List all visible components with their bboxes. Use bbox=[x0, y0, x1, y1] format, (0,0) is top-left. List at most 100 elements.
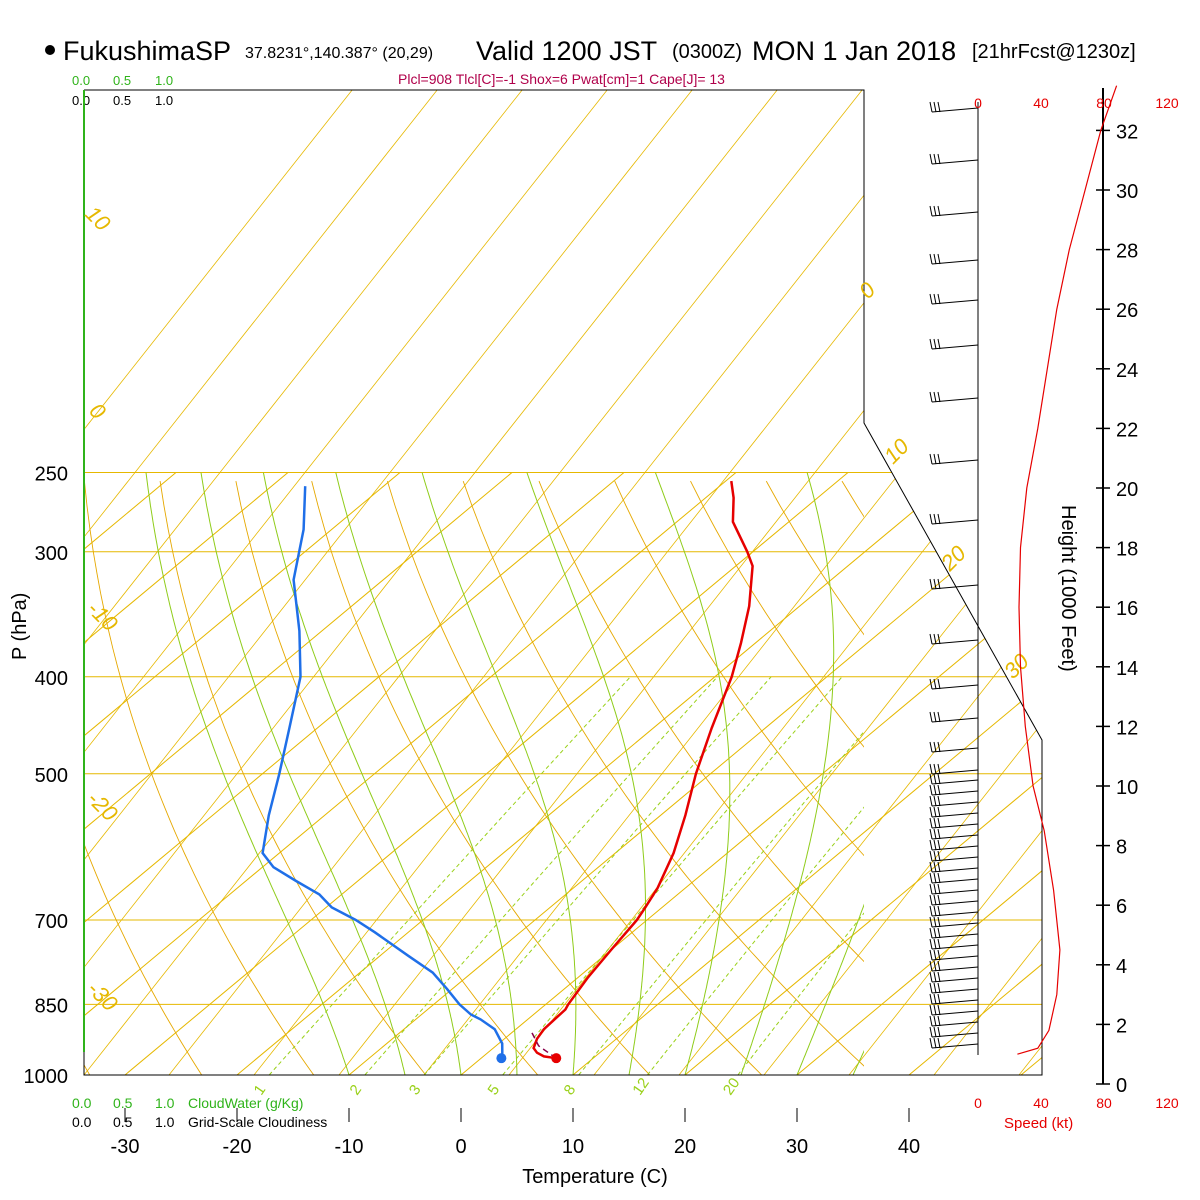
forecast-info: [21hrFcst@1230z] bbox=[972, 41, 1136, 63]
wind-barb-flag bbox=[929, 741, 933, 753]
pressure-tick-label: 250 bbox=[35, 464, 68, 486]
cloudwater-tick-1: 0.5 bbox=[113, 1095, 133, 1111]
mixing-ratio-line bbox=[647, 806, 864, 1075]
mixing-ratio-labels: 1 2 3 5 8 12 20 bbox=[251, 1075, 744, 1098]
wind-barb-flag bbox=[933, 883, 937, 895]
wind-barb-flag bbox=[933, 795, 937, 807]
dry-adiabat bbox=[614, 480, 864, 857]
wind-barb-flag bbox=[937, 905, 941, 917]
wind-barb-flag bbox=[933, 741, 937, 753]
height-tick-label: 8 bbox=[1116, 837, 1127, 859]
wind-barb-flag bbox=[933, 678, 937, 690]
wind-barb-flag bbox=[933, 633, 937, 645]
dry-adiabat-lines bbox=[84, 480, 1200, 1096]
wind-barb-flag bbox=[937, 839, 941, 851]
pressure-tick-label: 850 bbox=[35, 995, 68, 1017]
wind-barb bbox=[929, 817, 979, 829]
utc-time: (0300Z) bbox=[672, 41, 742, 63]
wind-speed-profile bbox=[1017, 85, 1118, 1055]
dewpoint-profile bbox=[261, 486, 504, 1059]
height-axis-label: Height (1000 Feet) bbox=[1057, 505, 1079, 672]
temperature-tick-label: -30 bbox=[111, 1136, 140, 1158]
wind-barb bbox=[929, 633, 979, 645]
moist-adiabat bbox=[796, 903, 864, 1075]
wind-barb-flag bbox=[937, 872, 941, 884]
wind-barb-flag bbox=[937, 927, 941, 939]
wind-barb-flag bbox=[937, 678, 941, 690]
dry-adiabat bbox=[1145, 481, 1200, 1096]
temperature-tick-label: 40 bbox=[898, 1136, 920, 1158]
wind-barb-flag bbox=[929, 993, 933, 1005]
mixing-ratio-label: 20 bbox=[720, 1075, 743, 1098]
wind-barb-flag bbox=[933, 338, 937, 350]
wind-barb-flag bbox=[933, 850, 937, 862]
isotherm-line bbox=[84, 472, 513, 1075]
speed-top-tick-label: 80 bbox=[1096, 95, 1112, 111]
wind-barb bbox=[929, 101, 979, 113]
mixing-ratio-label: 8 bbox=[561, 1082, 580, 1099]
isotherm-cross-line bbox=[423, 90, 1042, 1075]
moist-adiabat bbox=[200, 472, 406, 1075]
isotherm-line bbox=[796, 472, 1042, 1075]
wind-barb-flag bbox=[937, 817, 941, 829]
wind-barb bbox=[929, 795, 979, 807]
isotherm-cross-line bbox=[84, 90, 608, 1075]
height-tick-label: 32 bbox=[1116, 121, 1138, 143]
wind-barb-flag bbox=[929, 391, 933, 403]
temperature-tick-label: 30 bbox=[786, 1136, 808, 1158]
wind-barb bbox=[929, 773, 979, 785]
wind-barb-flag bbox=[933, 861, 937, 873]
top-cloudiness-tick-0: 0.0 bbox=[72, 93, 90, 108]
isotherm-label: 30 bbox=[999, 648, 1035, 684]
wind-barb-flag bbox=[929, 513, 933, 525]
speed-top-tick-label: 120 bbox=[1155, 95, 1179, 111]
dry-adiabat bbox=[690, 480, 864, 748]
height-tick-label: 24 bbox=[1116, 360, 1138, 382]
wind-barb-flag bbox=[933, 101, 937, 113]
isotherm-labels: 10 0 -10 -20 -30 0 10 20 30 bbox=[80, 201, 1034, 1017]
wind-barb-flag bbox=[933, 513, 937, 525]
wind-barb-flag bbox=[937, 338, 941, 350]
mixing-ratio-label: 2 bbox=[346, 1082, 365, 1099]
wind-barb-flag bbox=[929, 894, 933, 906]
wind-barb-flag bbox=[937, 773, 941, 785]
station-marker-icon bbox=[45, 45, 55, 55]
wind-barb-flag bbox=[929, 861, 933, 873]
mixing-ratio-line bbox=[502, 676, 843, 1075]
isotherm-cross-line bbox=[508, 90, 1042, 1075]
wind-barb-flag bbox=[937, 982, 941, 994]
top-cloudwater-tick-1: 0.5 bbox=[113, 73, 131, 88]
wind-barb-flag bbox=[929, 949, 933, 961]
wind-barb-flag bbox=[933, 253, 937, 265]
isotherm-line bbox=[84, 472, 737, 1075]
wind-barb-flag bbox=[933, 1004, 937, 1016]
station-name: FukushimaSP bbox=[63, 36, 231, 66]
height-tick-label: 26 bbox=[1116, 300, 1138, 322]
dry-adiabat bbox=[386, 480, 763, 1075]
moist-adiabat-lines bbox=[145, 472, 864, 1075]
isotherm-cross-line bbox=[84, 90, 693, 1075]
wind-barb-flag bbox=[929, 293, 933, 305]
wind-barb-flag bbox=[937, 949, 941, 961]
wind-barb-flag bbox=[937, 938, 941, 950]
pressure-tick-label: 300 bbox=[35, 543, 68, 565]
wind-barb-flag bbox=[933, 806, 937, 818]
height-tick-label: 30 bbox=[1116, 181, 1138, 203]
wind-barb-flag bbox=[933, 773, 937, 785]
wind-barb bbox=[929, 828, 979, 840]
wind-barb bbox=[929, 711, 979, 723]
temperature-tick-label: -20 bbox=[223, 1136, 252, 1158]
moist-adiabat bbox=[421, 472, 577, 1075]
wind-barb-flag bbox=[929, 453, 933, 465]
temperature-tick-label: 0 bbox=[455, 1136, 466, 1158]
wind-barb-flag bbox=[929, 905, 933, 917]
wind-barb bbox=[929, 1037, 979, 1049]
wind-barb bbox=[929, 927, 979, 939]
moist-adiabat bbox=[526, 472, 646, 1075]
wind-barbs bbox=[929, 101, 979, 1049]
wind-barb-flag bbox=[937, 1004, 941, 1016]
wind-barb-flag bbox=[929, 1026, 933, 1038]
diagram-frame bbox=[83, 89, 1043, 1076]
speed-bottom-tick-label: 40 bbox=[1033, 1095, 1049, 1111]
cloudiness-tick-2: 1.0 bbox=[155, 1114, 175, 1130]
